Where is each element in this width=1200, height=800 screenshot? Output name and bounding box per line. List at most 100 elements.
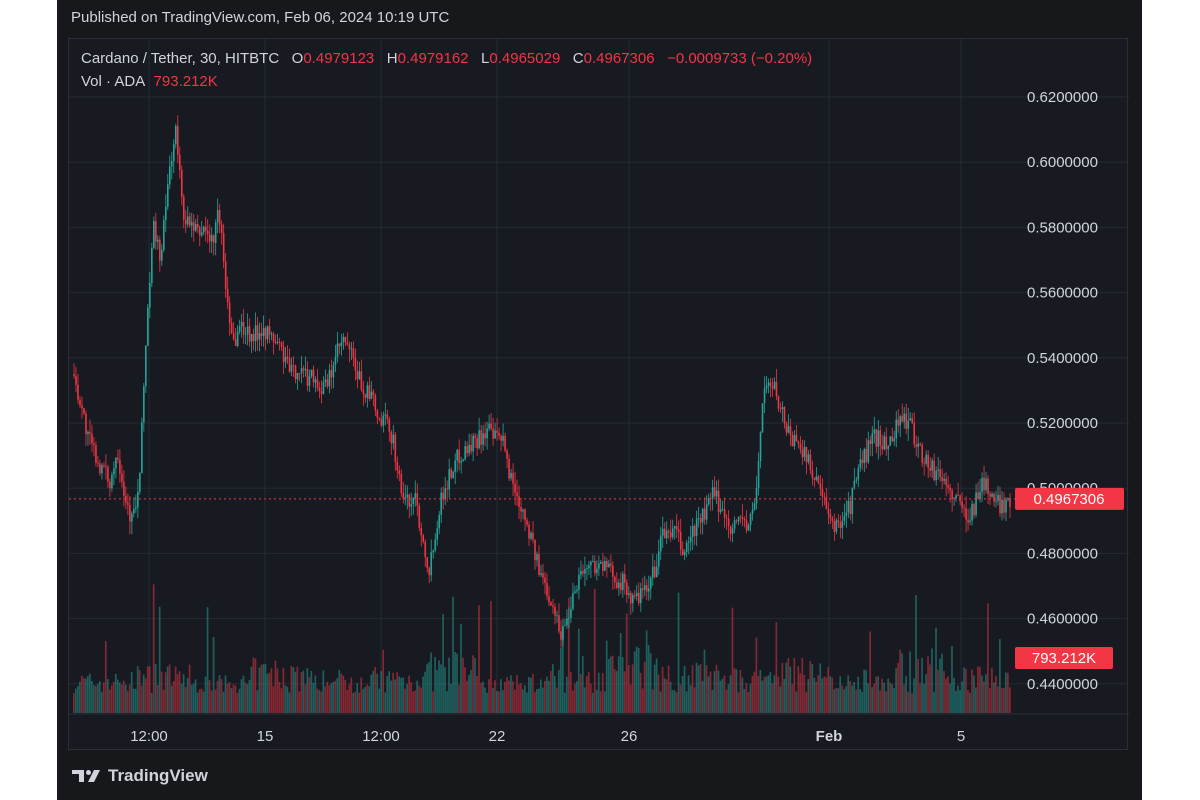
volume-bar <box>581 655 584 713</box>
candle-body <box>530 532 532 539</box>
candle-body <box>184 219 187 225</box>
candle-body <box>893 438 896 442</box>
volume-bar <box>903 684 905 713</box>
candle-body <box>326 379 329 387</box>
candle-body <box>769 382 772 387</box>
volume-bar <box>300 672 303 713</box>
candle-body <box>845 512 848 516</box>
volume-bar <box>210 690 213 713</box>
candle-body <box>374 395 377 411</box>
candle-body <box>129 505 131 522</box>
volume-bar <box>500 679 502 713</box>
candle-body <box>999 494 1001 514</box>
candle-body <box>653 566 656 578</box>
volume-bar <box>392 672 395 713</box>
candle-body <box>149 282 151 308</box>
volume-bar <box>174 666 177 713</box>
volume-bar <box>871 687 873 713</box>
candle-body <box>376 410 379 418</box>
volume-bar <box>651 689 654 713</box>
volume-bar <box>817 675 820 713</box>
price-chart[interactable]: 0.6200000 0.6000000 0.5800000 0.5600000 0.54… <box>69 39 1129 751</box>
volume-bar <box>825 677 828 713</box>
volume-bar <box>158 606 161 713</box>
volume-bar <box>530 677 532 713</box>
candle-body <box>204 226 207 231</box>
x-tick-label: 5 <box>957 728 965 745</box>
volume-bar <box>408 675 410 713</box>
volume-bar <box>492 688 494 713</box>
volume-bar <box>597 672 600 713</box>
candle-body <box>416 493 419 506</box>
candle-body <box>296 372 299 380</box>
volume-bar <box>310 670 313 713</box>
volume-bar <box>362 688 365 713</box>
volume-bar <box>803 675 806 713</box>
candle-body <box>302 368 305 371</box>
candle-body <box>135 507 137 509</box>
candle-body <box>244 334 247 336</box>
volume-bar <box>180 683 183 713</box>
volume-bar <box>434 657 436 713</box>
candle-body <box>580 571 582 575</box>
candle-body <box>598 563 600 569</box>
candle-body <box>408 494 411 507</box>
volume-bar <box>460 623 462 713</box>
volume-bar <box>773 675 776 713</box>
candle-body <box>524 509 526 521</box>
candle-body <box>596 568 598 574</box>
volume-bar <box>617 656 620 713</box>
candle-body <box>230 323 233 334</box>
candle-body <box>73 374 75 377</box>
tradingview-logo[interactable]: TradingView <box>72 766 208 786</box>
candle-body <box>226 288 229 303</box>
volume-bar <box>112 681 115 713</box>
candle-body <box>831 518 834 521</box>
candle-body <box>380 418 383 426</box>
volume-bar <box>995 676 997 713</box>
candle-body <box>192 222 195 231</box>
candle-body <box>622 573 624 591</box>
candle-body <box>556 615 558 617</box>
candle-body <box>332 364 335 378</box>
tradingview-logo-icon <box>72 770 100 782</box>
candle-body <box>143 386 145 423</box>
candle-body <box>232 333 235 340</box>
candle-body <box>446 488 449 490</box>
candle-body <box>406 494 409 498</box>
volume-bar <box>831 677 834 713</box>
volume-bar <box>785 662 788 713</box>
volume-bar <box>645 630 648 713</box>
volume-bar <box>595 689 598 713</box>
x-tick-label: 12:00 <box>362 728 400 745</box>
volume-bar <box>545 676 548 713</box>
candle-body <box>360 371 363 390</box>
candle-body <box>468 444 470 454</box>
candle-body <box>807 454 810 463</box>
chart-panel[interactable]: 0.6200000 0.6000000 0.5800000 0.5600000 0.54… <box>68 38 1129 751</box>
volume-bar <box>619 633 622 713</box>
candle-body <box>454 460 456 472</box>
candle-body <box>610 563 612 566</box>
volume-bar <box>382 649 385 713</box>
volume-bar <box>769 672 772 713</box>
volume-bar <box>128 684 131 713</box>
volume-bar <box>613 668 616 713</box>
candle-body <box>989 493 991 497</box>
volume-bar <box>639 672 642 713</box>
candle-body <box>651 566 654 578</box>
volume-bar <box>242 675 245 713</box>
candle-body <box>843 515 846 521</box>
candle-body <box>420 527 423 536</box>
volume-bar <box>927 656 929 713</box>
volume-bar <box>118 682 121 713</box>
volume-bar <box>967 689 969 713</box>
candle-body <box>883 436 886 450</box>
volume-bar <box>368 686 371 713</box>
volume-bar <box>384 692 387 713</box>
candle-body <box>1007 498 1009 501</box>
volume-bar <box>919 683 921 713</box>
candle-body <box>885 436 888 450</box>
volume-bar <box>811 664 814 713</box>
candle-body <box>943 478 945 481</box>
